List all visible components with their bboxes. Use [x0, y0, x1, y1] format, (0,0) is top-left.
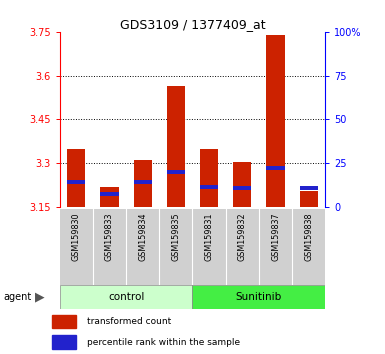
Text: percentile rank within the sample: percentile rank within the sample [87, 338, 240, 347]
Text: GSM159834: GSM159834 [138, 213, 147, 261]
Text: GSM159832: GSM159832 [238, 213, 247, 261]
Bar [233, 186, 251, 190]
Title: GDS3109 / 1377409_at: GDS3109 / 1377409_at [120, 18, 265, 31]
Bar [300, 191, 318, 207]
Bar [60, 285, 192, 309]
Text: GSM159837: GSM159837 [271, 213, 280, 261]
Text: agent: agent [4, 292, 32, 302]
Text: GSM159831: GSM159831 [204, 213, 214, 261]
Bar [100, 192, 119, 196]
Text: GSM159835: GSM159835 [171, 213, 181, 261]
Bar [67, 149, 85, 207]
Bar [134, 160, 152, 207]
Bar [266, 35, 285, 207]
Bar [200, 185, 218, 189]
Bar [52, 336, 77, 349]
Bar [167, 86, 185, 207]
Text: control: control [108, 292, 144, 302]
Bar [300, 186, 318, 190]
Text: transformed count: transformed count [87, 317, 171, 326]
Bar [134, 181, 152, 184]
Text: GSM159833: GSM159833 [105, 213, 114, 261]
Bar [233, 162, 251, 207]
Text: Sunitinib: Sunitinib [236, 292, 282, 302]
Bar [67, 181, 85, 184]
Text: GSM159838: GSM159838 [304, 213, 313, 261]
Bar [266, 166, 285, 170]
Text: ▶: ▶ [35, 290, 45, 303]
Bar [167, 170, 185, 174]
Bar [192, 285, 325, 309]
Bar [52, 315, 77, 329]
Text: GSM159830: GSM159830 [72, 213, 81, 261]
Bar [200, 149, 218, 207]
Bar [100, 187, 119, 207]
